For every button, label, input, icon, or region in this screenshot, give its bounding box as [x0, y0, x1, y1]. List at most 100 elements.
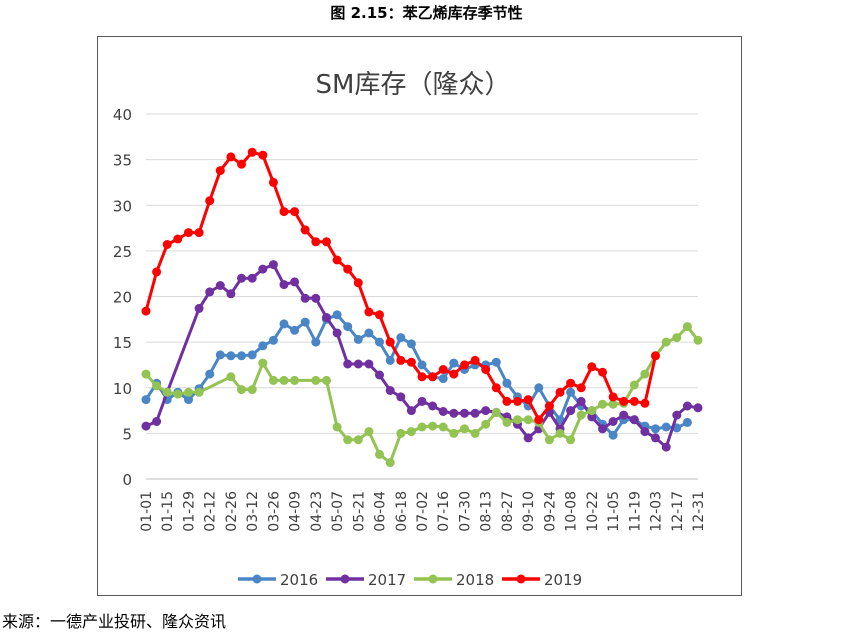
data-point-2017: [300, 293, 310, 303]
x-tick-label: 03-12: [245, 491, 261, 532]
x-tick-label: 07-16: [436, 491, 452, 532]
data-point-2018: [428, 421, 438, 431]
data-point-2018: [162, 387, 172, 397]
data-point-2019: [205, 196, 215, 206]
series-2019: [141, 147, 660, 425]
data-point-2019: [226, 152, 236, 162]
data-point-2019: [417, 372, 427, 382]
y-tick-label: 10: [113, 380, 132, 398]
legend-item-2019: 2019: [502, 571, 582, 589]
data-point-2016: [205, 369, 215, 379]
x-tick-label: 10-08: [564, 491, 580, 532]
data-point-2017: [152, 417, 162, 426]
data-point-2017: [566, 406, 576, 416]
data-point-2019: [343, 264, 353, 274]
data-point-2018: [343, 435, 353, 445]
data-point-2019: [406, 357, 416, 367]
data-point-2016: [226, 351, 236, 361]
data-point-2016: [268, 335, 278, 345]
data-point-2017: [682, 401, 692, 411]
data-point-2016: [502, 378, 512, 388]
data-point-2017: [375, 370, 384, 380]
data-point-2018: [268, 375, 278, 385]
data-point-2018: [247, 385, 257, 395]
data-point-2018: [460, 424, 469, 434]
data-point-2017: [268, 260, 278, 270]
data-point-2017: [470, 408, 480, 418]
data-point-2018: [396, 428, 406, 438]
series-line-2016: [144, 313, 689, 437]
data-point-2017: [385, 386, 395, 395]
data-point-2016: [566, 387, 576, 397]
data-point-2016: [608, 430, 618, 440]
data-point-2018: [544, 435, 554, 445]
line-chart: SM库存（隆众） 0 5 10 15 20 25 30 35 40 01-01 01-15 01-2…: [113, 70, 707, 589]
data-point-2017: [205, 287, 215, 297]
data-point-2017: [523, 433, 533, 443]
x-tick-label: 11-05: [606, 491, 622, 532]
legend-swatch-marker: [428, 574, 438, 584]
legend-item-2016: 2016: [238, 571, 318, 589]
data-point-2019: [396, 355, 406, 365]
data-point-2018: [226, 372, 236, 382]
data-point-2019: [587, 362, 597, 372]
chart-title: SM库存（隆众）: [316, 70, 511, 100]
data-point-2017: [417, 396, 427, 406]
data-point-2016: [385, 355, 395, 365]
x-tick-label: 01-15: [160, 491, 176, 532]
data-point-2019: [322, 237, 331, 247]
data-point-2018: [629, 380, 639, 390]
data-point-2019: [555, 387, 565, 397]
data-point-2016: [364, 328, 374, 338]
series-2017: [141, 260, 703, 452]
data-point-2016: [311, 337, 321, 347]
data-point-2017: [226, 289, 236, 299]
data-point-2019: [629, 396, 639, 406]
legend-swatch-marker: [252, 574, 262, 584]
data-point-2016: [375, 337, 384, 347]
data-point-2018: [661, 337, 671, 347]
data-point-2019: [438, 365, 448, 374]
x-tick-label: 10-22: [585, 491, 601, 532]
data-point-2019: [576, 383, 586, 393]
data-point-2019: [184, 228, 193, 238]
data-point-2019: [523, 395, 533, 405]
data-point-2018: [237, 385, 246, 395]
data-point-2016: [534, 383, 544, 393]
data-point-2017: [343, 359, 353, 369]
data-point-2017: [353, 359, 363, 369]
data-point-2016: [438, 374, 448, 384]
data-point-2019: [237, 159, 246, 169]
data-point-2017: [364, 359, 374, 369]
x-tick-label: 02-12: [203, 491, 219, 532]
data-point-2019: [428, 372, 438, 382]
data-point-2019: [141, 306, 151, 316]
data-point-2019: [194, 228, 204, 238]
data-point-2019: [173, 234, 183, 244]
data-point-2019: [608, 392, 618, 402]
x-tick-label: 02-26: [224, 491, 240, 532]
y-tick-label: 5: [122, 425, 132, 443]
data-point-2019: [215, 166, 225, 176]
data-point-2016: [449, 358, 459, 368]
x-tick-label: 01-01: [139, 491, 155, 532]
data-point-2017: [481, 406, 491, 416]
data-point-2016: [661, 422, 671, 432]
x-tick-label: 05-07: [330, 491, 346, 532]
data-point-2017: [322, 313, 331, 322]
data-point-2017: [651, 433, 660, 443]
data-point-2016: [417, 360, 427, 370]
x-tick-label: 03-26: [266, 491, 282, 532]
y-tick-label: 0: [122, 471, 132, 489]
data-point-2018: [470, 428, 480, 438]
data-point-2017: [587, 412, 597, 422]
data-point-2018: [513, 415, 522, 425]
data-point-2018: [640, 369, 650, 379]
data-point-2017: [332, 328, 342, 338]
data-point-2019: [598, 367, 607, 377]
x-tick-label: 05-21: [351, 491, 367, 532]
legend: 2016 2017 2018 2019: [238, 571, 582, 589]
data-point-2018: [406, 427, 416, 437]
data-point-2017: [258, 264, 268, 274]
data-point-2016: [258, 341, 268, 351]
